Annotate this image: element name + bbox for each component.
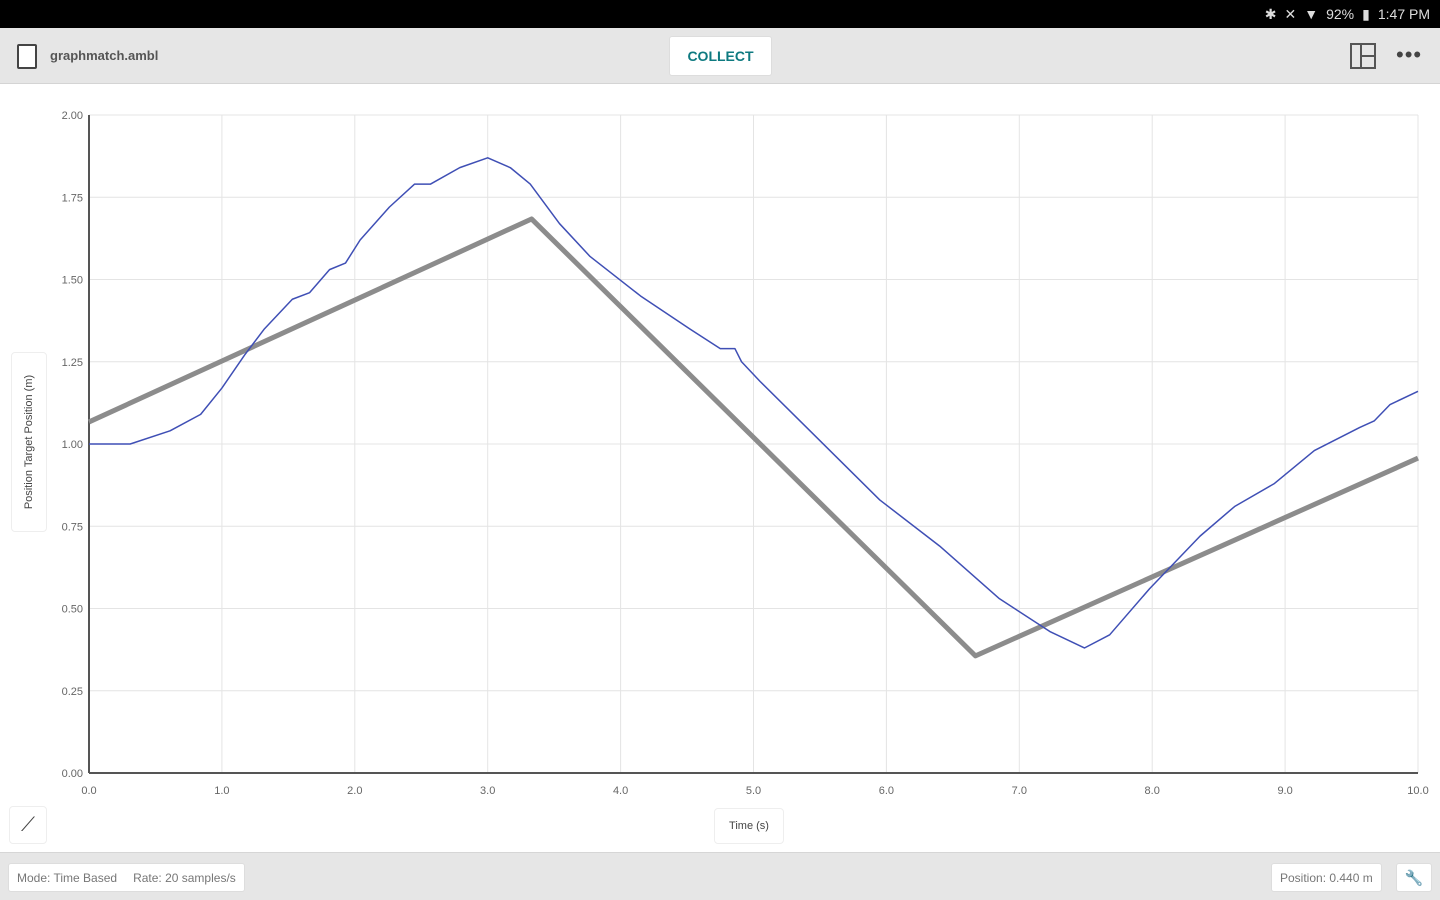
x-tick-label: 6.0 [879, 785, 894, 797]
y-tick-label: 1.25 [62, 357, 83, 369]
y-tick-label: 2.00 [62, 110, 83, 122]
y-tick-label: 1.75 [62, 192, 83, 204]
y-tick-label: 1.50 [62, 275, 83, 287]
position-series-line [89, 157, 1419, 649]
y-axis-label: Position Target Position (m) [23, 374, 35, 510]
more-icon[interactable]: ••• [1396, 42, 1423, 67]
position-readout[interactable]: Position: 0.440 m [1271, 863, 1382, 892]
graph-tools-icon[interactable]: ⟋ [9, 806, 47, 844]
position-text: Position: 0.440 m [1280, 870, 1373, 885]
x-tick-label: 8.0 [1145, 785, 1160, 797]
mute-icon: ✕ [1284, 5, 1297, 22]
collect-button[interactable]: COLLECT [669, 36, 772, 76]
y-tick-label: 1.00 [62, 439, 83, 451]
x-tick-label: 9.0 [1277, 785, 1292, 797]
x-axis-label[interactable]: Time (s) [714, 808, 784, 844]
rate-text: Rate: 20 samples/s [133, 870, 236, 885]
x-tick-label: 4.0 [613, 785, 628, 797]
y-axis-label-button[interactable] [11, 352, 47, 532]
x-tick-label: 7.0 [1012, 785, 1027, 797]
file-icon[interactable] [17, 44, 37, 69]
bluetooth-icon: ✱ [1264, 5, 1277, 22]
battery-icon: ▮ [1362, 5, 1370, 22]
x-tick-label: 2.0 [347, 785, 362, 797]
layout-icon[interactable] [1350, 43, 1376, 69]
x-tick-label: 5.0 [746, 785, 761, 797]
x-tick-label: 1.0 [214, 785, 229, 797]
wrench-icon[interactable]: 🔧 [1396, 863, 1432, 892]
graph[interactable]: 0.0 1.0 2.0 3.0 4.0 5.0 6.0 7.0 8.0 9.0 10.0 0.00 0.… [0, 90, 1440, 810]
battery-level: 92% [1326, 6, 1355, 22]
toolbar: graphmatch.ambl COLLECT ••• [0, 28, 1440, 84]
y-tick-label: 0.00 [62, 768, 83, 780]
target-series-line [87, 216, 1420, 659]
footer: Mode: Time Based Rate: 20 samples/s Posi… [0, 852, 1440, 900]
mode-info[interactable]: Mode: Time Based Rate: 20 samples/s [8, 863, 245, 892]
y-tick-label: 0.75 [62, 521, 83, 533]
x-tick-label: 10.0 [1407, 785, 1428, 797]
mode-text: Mode: Time Based [17, 870, 118, 885]
file-name[interactable]: graphmatch.ambl [50, 48, 159, 63]
y-tick-label: 0.25 [62, 686, 83, 698]
y-tick-label: 0.50 [62, 604, 83, 616]
x-tick-label: 0.0 [81, 785, 96, 797]
status-bar: ✱ ✕ ▼ 92% ▮ 1:47 PM [0, 0, 1440, 28]
clock: 1:47 PM [1377, 6, 1430, 22]
wifi-icon: ▼ [1304, 6, 1319, 22]
x-tick-label: 3.0 [480, 785, 495, 797]
